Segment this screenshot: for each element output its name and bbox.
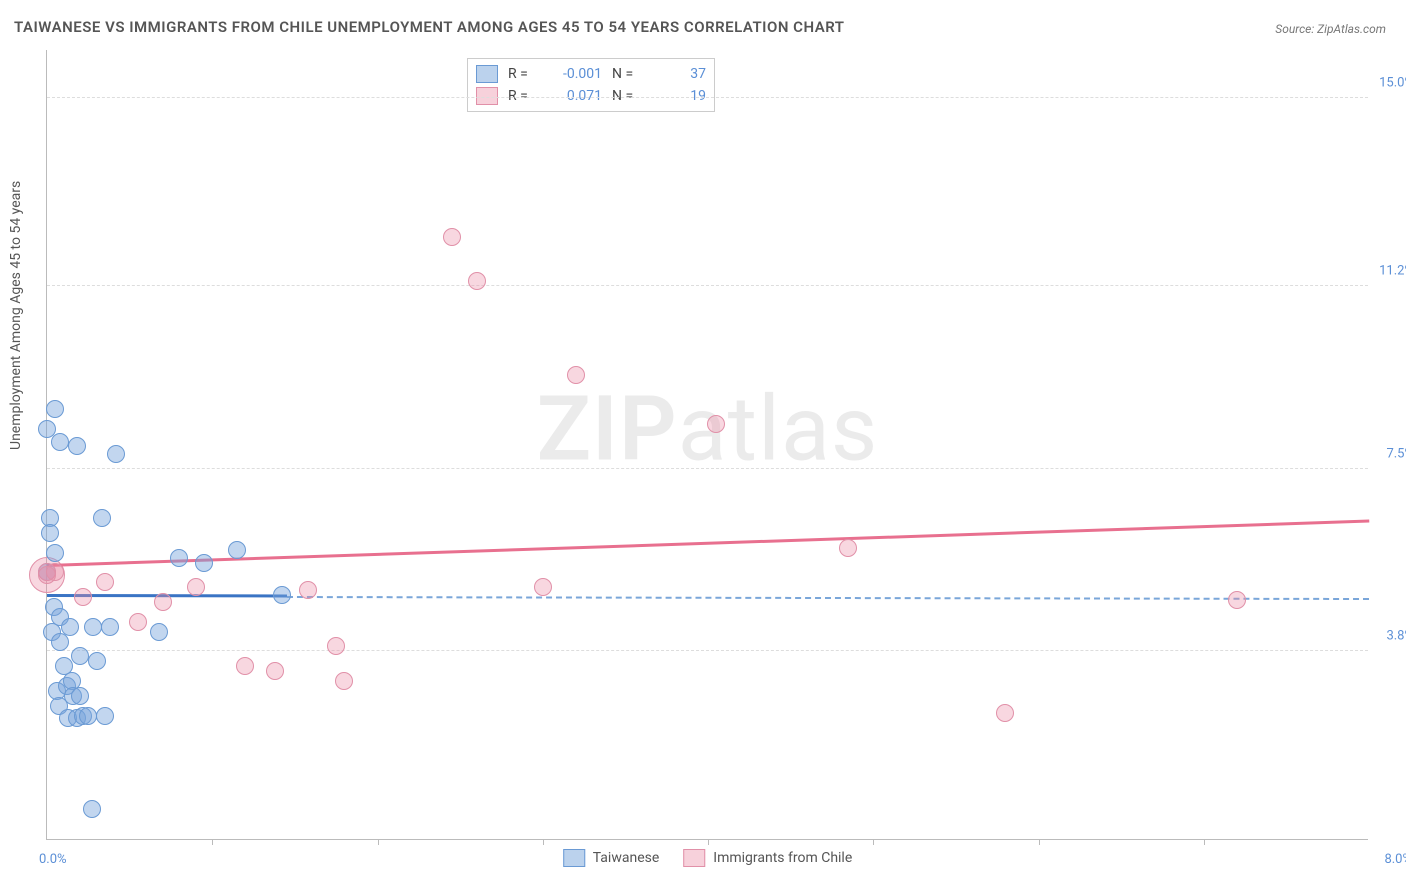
scatter-point [187, 578, 205, 596]
scatter-point [46, 400, 64, 418]
scatter-point [299, 581, 317, 599]
y-tick-label: 7.5% [1386, 446, 1406, 461]
scatter-point [150, 623, 168, 641]
x-tick [873, 839, 874, 845]
trend-line [287, 596, 1369, 600]
x-tick [1204, 839, 1205, 845]
scatter-point [61, 618, 79, 636]
correlation-legend: R = -0.001 N = 37 R = 0.071 N = 19 [467, 58, 715, 112]
legend-r-value: -0.001 [548, 66, 602, 82]
scatter-point [228, 541, 246, 559]
gridline [47, 285, 1368, 286]
swatch-blue [563, 849, 585, 867]
x-tick [708, 839, 709, 845]
legend-item: Immigrants from Chile [683, 849, 852, 867]
scatter-point [96, 573, 114, 591]
legend-label: Immigrants from Chile [713, 850, 852, 866]
scatter-point [170, 549, 188, 567]
swatch-blue [476, 65, 498, 83]
source-attribution: Source: ZipAtlas.com [1275, 22, 1386, 36]
scatter-point [154, 593, 172, 611]
scatter-point [468, 272, 486, 290]
x-axis-max-label: 8.0% [1384, 852, 1406, 867]
gridline [47, 97, 1368, 98]
scatter-point [335, 672, 353, 690]
scatter-point [236, 657, 254, 675]
scatter-point [266, 662, 284, 680]
legend-r-value: 0.071 [548, 88, 602, 104]
scatter-point [107, 445, 125, 463]
scatter-point [273, 586, 291, 604]
y-tick-label: 15.0% [1379, 76, 1406, 91]
legend-label: Taiwanese [593, 850, 660, 866]
scatter-point [707, 415, 725, 433]
legend-r-label: R = [508, 88, 538, 104]
scatter-point [567, 366, 585, 384]
x-tick [378, 839, 379, 845]
swatch-pink [476, 87, 498, 105]
scatter-point [71, 687, 89, 705]
legend-item: Taiwanese [563, 849, 660, 867]
scatter-point [74, 588, 92, 606]
series-legend: Taiwanese Immigrants from Chile [563, 849, 853, 867]
scatter-point [327, 637, 345, 655]
gridline [47, 650, 1368, 651]
scatter-point [534, 578, 552, 596]
gridline [47, 468, 1368, 469]
scatter-point [93, 509, 111, 527]
legend-n-label: N = [612, 88, 642, 104]
y-tick-label: 11.2% [1379, 264, 1406, 279]
x-tick [1039, 839, 1040, 845]
legend-r-label: R = [508, 66, 538, 82]
scatter-point [83, 800, 101, 818]
legend-row: R = 0.071 N = 19 [476, 85, 706, 107]
scatter-point [101, 618, 119, 636]
scatter-point [996, 704, 1014, 722]
scatter-point [839, 539, 857, 557]
scatter-point [41, 524, 59, 542]
scatter-point [88, 652, 106, 670]
scatter-point [46, 563, 64, 581]
x-axis-min-label: 0.0% [39, 852, 67, 867]
scatter-point [51, 433, 69, 451]
legend-row: R = -0.001 N = 37 [476, 63, 706, 85]
chart-title: TAIWANESE VS IMMIGRANTS FROM CHILE UNEMP… [14, 18, 845, 36]
scatter-plot-area: ZIPatlas R = -0.001 N = 37 R = 0.071 N =… [46, 50, 1368, 840]
trend-line [47, 520, 1369, 567]
watermark-bold: ZIP [537, 376, 678, 481]
y-axis-label: Unemployment Among Ages 45 to 54 years [8, 181, 24, 450]
x-tick [543, 839, 544, 845]
legend-n-value: 19 [652, 88, 706, 104]
scatter-point [79, 707, 97, 725]
scatter-point [195, 554, 213, 572]
swatch-pink [683, 849, 705, 867]
legend-n-label: N = [612, 66, 642, 82]
scatter-point [68, 437, 86, 455]
scatter-point [96, 707, 114, 725]
x-tick [212, 839, 213, 845]
scatter-point [46, 544, 64, 562]
legend-n-value: 37 [652, 66, 706, 82]
y-tick-label: 3.8% [1386, 629, 1406, 644]
scatter-point [71, 647, 89, 665]
scatter-point [84, 618, 102, 636]
scatter-point [129, 613, 147, 631]
scatter-point [1228, 591, 1246, 609]
scatter-point [443, 228, 461, 246]
